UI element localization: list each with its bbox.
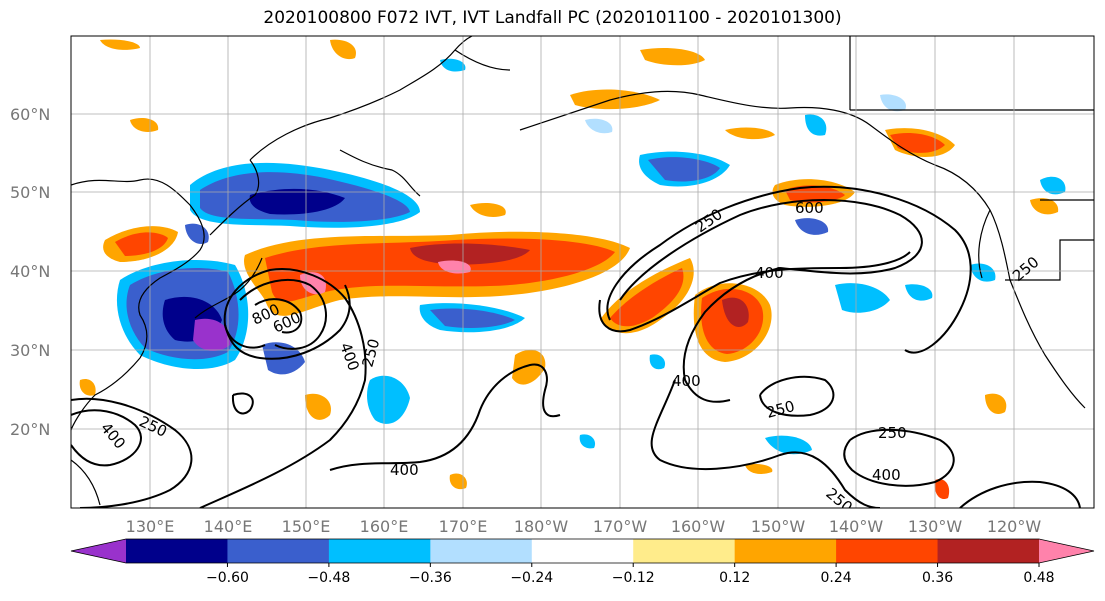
map-title: 2020100800 F072 IVT, IVT Landfall PC (20… <box>263 8 842 28</box>
colorbar-extend-max <box>1039 539 1094 563</box>
colorbar-tick-label: −0.48 <box>307 570 350 586</box>
colorbar-segment <box>531 539 634 563</box>
lon-label: 180°W <box>514 517 569 536</box>
colorbar-segment <box>734 539 837 563</box>
longitude-labels: 130°E 140°E 150°E 160°E 170°E 180°W 170°… <box>126 517 1042 536</box>
colorbar-tick-label: −0.12 <box>612 570 655 586</box>
lat-label: 40°N <box>10 262 50 281</box>
colorbar-tick-label: 0.36 <box>922 570 953 586</box>
contour-label: 400 <box>672 372 701 390</box>
colorbar-segment <box>836 539 939 563</box>
lon-label: 170°W <box>593 517 648 536</box>
colorbar-tick-label: 0.12 <box>719 570 750 586</box>
colorbar: −0.60 −0.48 −0.36 −0.24 −0.12 0.12 0.24 0.36 0.4… <box>70 538 1095 586</box>
colorbar-segment <box>126 539 228 563</box>
lon-label: 130°W <box>908 517 963 536</box>
colorbar-segment <box>227 539 330 563</box>
lat-label: 20°N <box>10 420 50 439</box>
colorbar-outline <box>70 538 1095 564</box>
ivt-contours <box>71 185 1081 508</box>
lon-label: 150°W <box>751 517 806 536</box>
colorbar-tick-label: −0.36 <box>409 570 452 586</box>
colorbar-segment <box>633 539 736 563</box>
map-frame <box>70 35 1095 509</box>
lon-label: 140°E <box>204 517 253 536</box>
colorbar-segment <box>328 539 431 563</box>
lat-label: 30°N <box>10 341 50 360</box>
lat-label: 50°N <box>10 183 50 202</box>
contour-label: 400 <box>755 264 784 282</box>
contour-label: 400 <box>390 461 419 479</box>
lon-label: 150°E <box>282 517 331 536</box>
lon-label: 130°E <box>126 517 175 536</box>
lon-label: 160°E <box>360 517 409 536</box>
lon-label: 120°W <box>987 517 1042 536</box>
contour-label: 250 <box>878 424 907 442</box>
colorbar-tick-label: −0.24 <box>510 570 553 586</box>
latitude-labels: 60°N 50°N 40°N 30°N 20°N <box>10 105 50 439</box>
lon-label: 160°W <box>671 517 726 536</box>
positive-anomaly-shading <box>79 39 1059 500</box>
colorbar-segment <box>430 539 533 563</box>
lat-label: 60°N <box>10 105 50 124</box>
contour-label: 600 <box>795 199 824 217</box>
colorbar-segment <box>937 539 1040 563</box>
coastlines <box>71 36 1094 506</box>
colorbar-extend-min <box>71 539 126 563</box>
colorbar-tick-label: 0.48 <box>1023 570 1054 586</box>
colorbar-tick-label: 0.24 <box>821 570 852 586</box>
colorbar-tick-label: −0.60 <box>206 570 249 586</box>
contour-label: 400 <box>872 466 901 484</box>
lon-label: 140°W <box>829 517 884 536</box>
gridlines <box>71 36 1094 508</box>
lon-label: 170°E <box>439 517 488 536</box>
